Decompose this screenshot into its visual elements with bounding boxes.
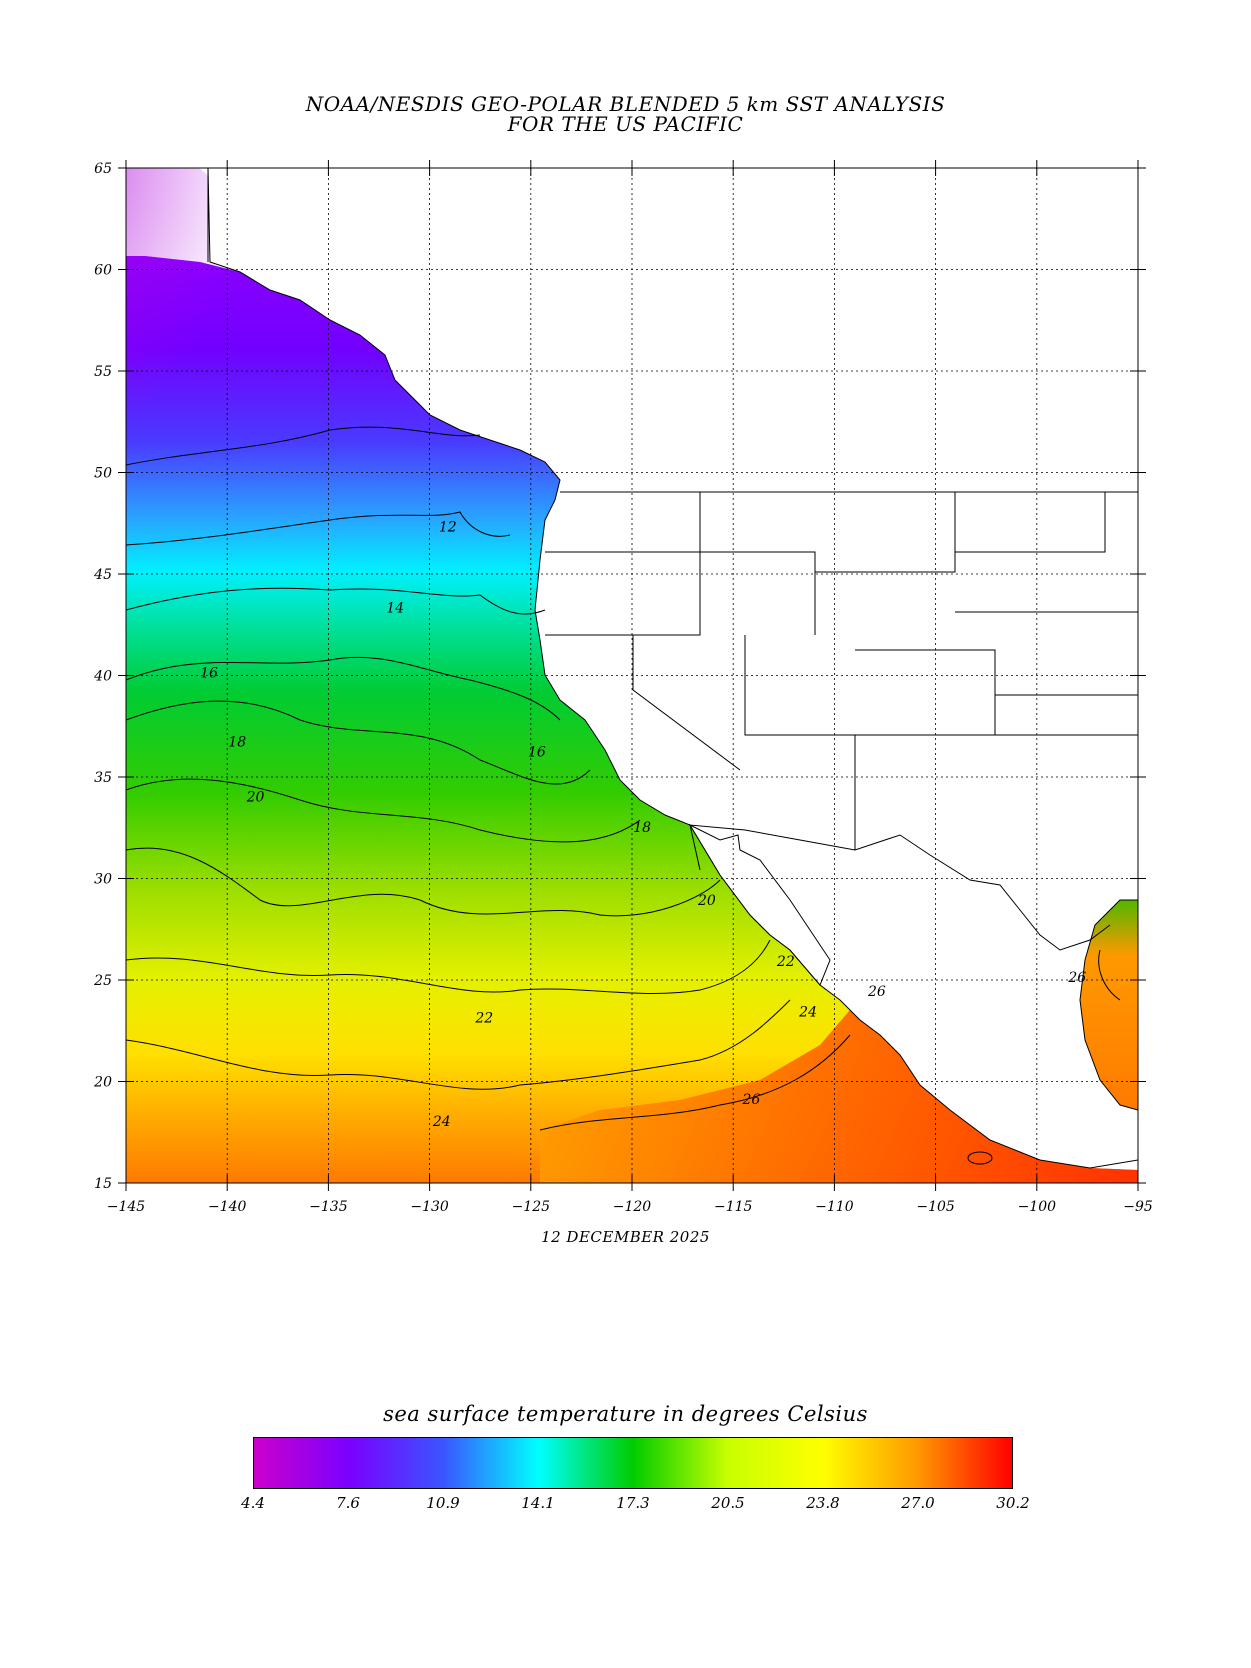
colorbar-tick-label: 10.9: [426, 1494, 460, 1512]
graticule: [126, 168, 1138, 1183]
contour-label: 18: [228, 735, 246, 751]
political-borders: [207, 168, 1138, 951]
lon-tick-label: −145: [107, 1199, 146, 1215]
lon-tick-label: −110: [815, 1199, 854, 1215]
colorbar-tick-label: 23.8: [806, 1494, 840, 1512]
contour-label: 24: [432, 1114, 451, 1130]
lat-tick-label: 30: [94, 872, 112, 888]
north-america-land: [200, 168, 1138, 1169]
contour-label: 26: [742, 1092, 761, 1108]
lon-tick-label: −100: [1018, 1199, 1057, 1215]
contour-label: 18: [633, 820, 651, 836]
lat-tick-label: 45: [93, 567, 112, 583]
contour-label: 22: [776, 954, 795, 970]
lat-tick-label: 20: [93, 1075, 112, 1091]
lon-tick-label: −140: [208, 1199, 247, 1215]
lon-tick-label: −115: [714, 1199, 753, 1215]
contour-label: 20: [246, 789, 265, 805]
contour-label: 12: [439, 519, 457, 535]
contour-label: 26: [1067, 970, 1086, 986]
lon-tick-label: −130: [410, 1199, 449, 1215]
contour-label: 16: [200, 666, 218, 682]
colorbar-tick-label: 14.1: [521, 1494, 555, 1512]
latitude-labels: 65 60 55 50 45 40 35 30 25 20 15: [93, 161, 112, 1192]
contour-label: 22: [474, 1011, 493, 1027]
map-title-line2: FOR THE US PACIFIC: [507, 112, 744, 136]
lat-tick-label: 60: [94, 263, 112, 279]
contour-label: 14: [386, 601, 404, 617]
colorbar-title: sea surface temperature in degrees Celsi…: [383, 1402, 868, 1426]
lon-tick-label: −120: [613, 1199, 652, 1215]
colorbar-tick-label: 20.5: [711, 1494, 745, 1512]
analysis-date: 12 DECEMBER 2025: [541, 1228, 710, 1246]
contour-label: 26: [867, 984, 886, 1000]
contour-label: 20: [697, 893, 716, 909]
axis-ticks: [118, 160, 1146, 1191]
map-title-line1: NOAA/NESDIS GEO-POLAR BLENDED 5 km SST A…: [305, 92, 946, 116]
lat-tick-label: 15: [94, 1176, 112, 1192]
colorbar-tick-label: 7.6: [336, 1494, 360, 1512]
longitude-labels: −145 −140 −135 −130 −125 −120 −115 −110 −105 −100…: [107, 1199, 1153, 1215]
lat-tick-label: 25: [93, 973, 112, 989]
colorbar-tick-label: 30.2: [996, 1494, 1030, 1512]
isotherm-contours: [126, 426, 1121, 1165]
lat-tick-label: 40: [93, 669, 112, 685]
lat-tick-label: 65: [94, 161, 112, 177]
lon-tick-label: −135: [309, 1199, 348, 1215]
contour-labels: 12 14 16 16 18 18 20 20 22 22 24 24 26 26 26: [200, 519, 1086, 1130]
lat-tick-label: 35: [94, 770, 112, 786]
lon-tick-label: −105: [916, 1199, 955, 1215]
lon-tick-label: −125: [512, 1199, 551, 1215]
lat-tick-label: 55: [94, 364, 112, 380]
contour-label: 24: [798, 1005, 817, 1021]
colorbar-tick-label: 17.3: [616, 1494, 650, 1512]
colorbar-tick-label: 27.0: [901, 1494, 935, 1512]
pacific-sst-field: [126, 256, 1138, 1183]
baja-peninsula: [688, 823, 831, 986]
gulf-of-mexico-sst: [1080, 890, 1138, 1110]
contour-label: 16: [528, 745, 546, 761]
lon-tick-label: −95: [1123, 1199, 1153, 1215]
sst-colorbar: [253, 1437, 1013, 1489]
warm-south-zone: [540, 1010, 1138, 1183]
lat-tick-label: 50: [94, 466, 112, 482]
colorbar-tick-label: 4.4: [241, 1494, 265, 1512]
